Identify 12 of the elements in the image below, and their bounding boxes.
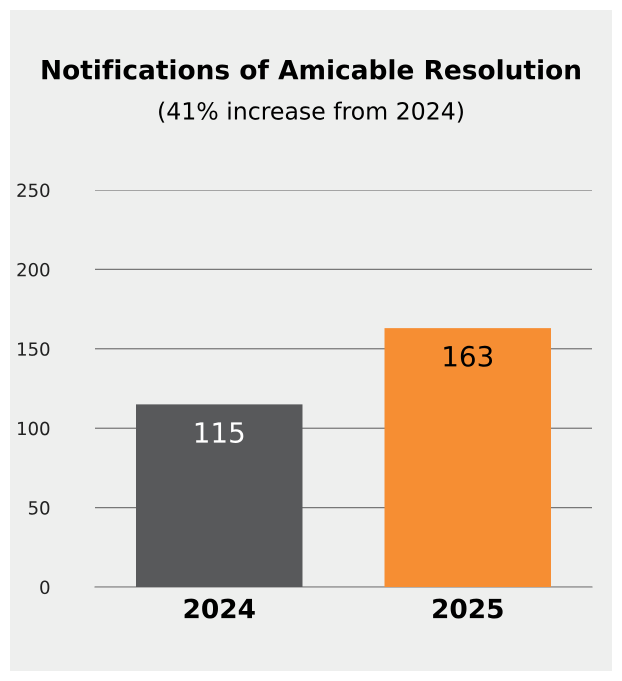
- y-tick-label: 250: [17, 183, 50, 198]
- y-tick-label: 100: [18, 422, 50, 436]
- y-tick-label: 150: [18, 342, 50, 356]
- x-tick-label: 2024: [184, 598, 255, 619]
- y-tick-label: 50: [28, 501, 50, 515]
- y-tick-label: 0: [40, 580, 50, 594]
- data-label: 163: [444, 346, 492, 367]
- chart-title: Notifications of Amicable Resolution: [42, 59, 580, 80]
- y-tick-label: 200: [17, 262, 50, 277]
- x-tick-label: 2025: [433, 598, 503, 619]
- chart-subtitle: (41% increase from 2024): [159, 102, 463, 123]
- data-label: 115: [196, 422, 244, 443]
